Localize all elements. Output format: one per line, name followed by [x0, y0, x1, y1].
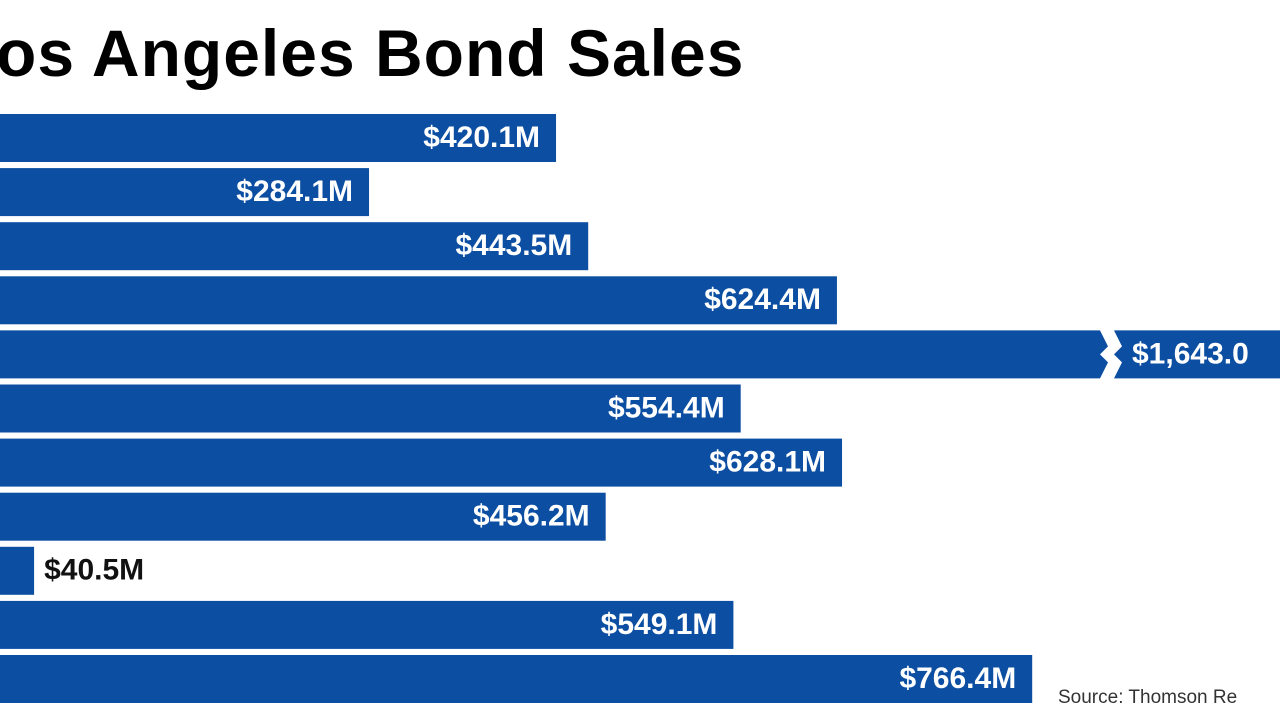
value-label: $1,643.0 — [1132, 337, 1249, 370]
bar — [0, 438, 843, 487]
value-label: $624.4M — [704, 283, 821, 316]
bar — [0, 492, 606, 541]
bar — [0, 168, 370, 217]
bar — [0, 114, 557, 162]
value-label: $549.1M — [601, 608, 718, 641]
bar — [0, 330, 1280, 379]
value-label: $284.1M — [236, 175, 353, 208]
bar — [0, 600, 734, 649]
value-label: $456.2M — [473, 500, 590, 533]
bar — [0, 655, 1033, 703]
value-label: $554.4M — [608, 391, 725, 424]
source-note: Source: Thomson Re — [1058, 687, 1237, 708]
value-label: $443.5M — [455, 229, 572, 262]
chart-title: os Angeles Bond Sales — [0, 16, 744, 90]
value-label: $420.1M — [423, 121, 540, 154]
bar — [0, 222, 589, 271]
value-label: $40.5M — [44, 554, 144, 587]
bar — [0, 384, 741, 433]
bar — [0, 546, 35, 595]
value-label: $628.1M — [709, 446, 826, 479]
value-label: $766.4M — [899, 662, 1016, 695]
bar — [0, 276, 837, 325]
